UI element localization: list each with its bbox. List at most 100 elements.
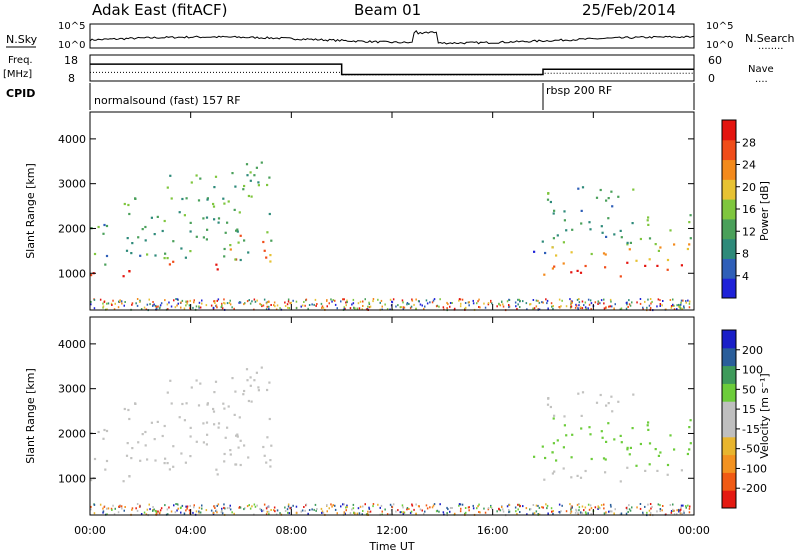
power-echo-cell xyxy=(537,299,539,302)
power-echo-cell xyxy=(332,299,334,302)
power-echo-cell xyxy=(134,197,137,200)
power-echo-cell xyxy=(321,306,323,309)
velocity-echo-cell xyxy=(90,508,92,511)
power-echo-cell xyxy=(206,228,209,231)
power-echo-cell xyxy=(159,304,162,307)
power-echo-cell xyxy=(683,306,685,309)
velocity-echo-cell xyxy=(107,507,110,510)
velocity-echo-cell xyxy=(343,503,345,506)
power-echo-cell xyxy=(680,299,683,302)
velocity-echo-cell xyxy=(648,509,651,512)
velocity-echo-cell xyxy=(102,511,104,514)
velocity-echo-cell xyxy=(169,379,172,382)
power-echo-cell xyxy=(491,302,493,305)
power-echo-cell xyxy=(346,299,348,302)
power-echo-cell xyxy=(185,304,187,307)
power-echo-cell xyxy=(287,298,290,301)
power-echo-cell xyxy=(224,231,227,234)
velocity-echo-cell xyxy=(249,507,252,510)
velocity-echo-cell xyxy=(595,401,599,404)
velocity-echo-cell xyxy=(260,508,263,511)
power-echo-cell xyxy=(102,232,105,235)
velocity-echo-cell xyxy=(123,407,126,411)
velocity-echo-cell xyxy=(250,400,253,403)
power-echo-cell xyxy=(229,244,232,247)
velocity-echo-cell xyxy=(223,460,226,463)
velocity-echo-cell xyxy=(659,510,661,512)
velocity-echo-cell xyxy=(561,504,563,507)
power-echo-cell xyxy=(487,303,490,306)
power-echo-cell xyxy=(186,300,189,303)
power-echo-cell xyxy=(477,300,479,303)
power-echo-cell xyxy=(238,211,241,214)
velocity-echo-cell xyxy=(189,435,192,438)
power-echo-cell xyxy=(189,299,191,302)
power-echo-cell xyxy=(533,250,536,253)
velocity-echo-cell xyxy=(146,458,149,461)
velocity-echo-cell xyxy=(166,508,169,511)
velocity-echo-cell xyxy=(685,506,687,509)
power-echo-cell xyxy=(301,304,304,307)
velocity-echo-cell xyxy=(669,504,672,506)
velocity-echo-cell xyxy=(155,511,158,513)
power-echo-cell xyxy=(589,228,592,231)
velocity-echo-cell xyxy=(266,436,269,439)
power-echo-cell xyxy=(358,307,361,310)
velocity-echo-cell xyxy=(468,506,470,509)
colorbar-swatch xyxy=(722,365,736,384)
velocity-echo-cell xyxy=(558,503,561,506)
velocity-echo-cell xyxy=(584,511,587,514)
power-echo-cell xyxy=(656,305,658,308)
power-echo-cell xyxy=(167,308,169,311)
velocity-echo-cell xyxy=(442,511,445,514)
power-echo-cell xyxy=(268,176,271,179)
nave-tick-top: 60 xyxy=(708,54,722,67)
velocity-echo-cell xyxy=(551,472,554,475)
velocity-echo-cell xyxy=(128,475,131,478)
velocity-echo-cell xyxy=(301,509,304,512)
power-echo-cell xyxy=(587,298,590,301)
power-echo-cell xyxy=(519,306,521,308)
power-echo-cell xyxy=(673,308,676,311)
velocity-echo-cell xyxy=(334,508,337,511)
power-echo-cell xyxy=(556,234,559,237)
power-echo-cell xyxy=(199,177,202,180)
power-echo-cell xyxy=(542,301,544,304)
velocity-echo-cell xyxy=(542,506,544,509)
xaxis-tick-label: 08:00 xyxy=(275,524,307,537)
power-echo-cell xyxy=(289,302,291,305)
power-echo-cell xyxy=(106,302,108,305)
velocity-echo-cell xyxy=(328,507,330,510)
power-echo-cell xyxy=(223,301,225,304)
velocity-echo-cell xyxy=(227,405,230,408)
velocity-echo-cell xyxy=(352,503,355,506)
velocity-echo-cell xyxy=(214,507,216,509)
power-echo-cell xyxy=(472,299,474,302)
velocity-echo-cell xyxy=(632,393,635,396)
power-echo-cell xyxy=(269,254,272,257)
power-echo-cell xyxy=(400,306,403,309)
power-echo-cell xyxy=(605,306,607,309)
velocity-echo-cell xyxy=(689,419,692,422)
power-echo-cell xyxy=(594,301,597,304)
colorbar-swatch xyxy=(722,218,736,240)
velocity-echo-cell xyxy=(411,503,413,506)
power-echo-cell xyxy=(268,305,270,308)
power-echo-cell xyxy=(316,303,318,305)
power-echo-cell xyxy=(274,305,276,308)
power-echo-cell xyxy=(410,305,413,308)
velocity-echo-cell xyxy=(198,506,201,509)
velocity-echo-cell xyxy=(490,505,492,508)
velocity-echo-cell xyxy=(346,506,348,509)
power-echo-cell xyxy=(290,301,292,304)
power-echo-cell xyxy=(508,306,510,309)
power-echo-cell xyxy=(251,300,253,303)
velocity-echo-cell xyxy=(146,508,149,511)
velocity-echo-cell xyxy=(369,510,372,513)
power-echo-cell xyxy=(198,305,200,308)
velocity-echo-cell xyxy=(460,507,462,510)
power-echo-cell xyxy=(268,308,270,311)
velocity-echo-cell xyxy=(213,505,216,508)
power-echo-cell xyxy=(212,205,216,208)
power-echo-cell xyxy=(552,212,555,215)
